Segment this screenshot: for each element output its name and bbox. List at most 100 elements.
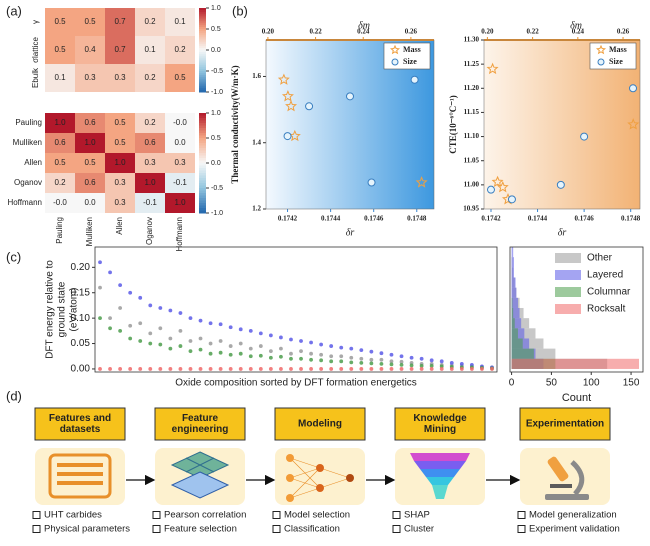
energy-point [399, 354, 404, 359]
energy-point [399, 367, 404, 371]
mass-point [415, 176, 428, 188]
funnel-band [432, 485, 448, 499]
colorbar-segment [199, 56, 206, 59]
energy-point [98, 285, 102, 290]
colorbar-segment [199, 14, 206, 17]
energy-point [138, 339, 143, 343]
y-tick-label: 11.30 [464, 36, 480, 44]
cell-label: 0.5 [114, 118, 126, 127]
legend-patch [555, 270, 581, 280]
step-title-box [274, 407, 366, 441]
bullet [32, 511, 41, 519]
heatmap-cell [105, 193, 135, 213]
heatmap-cell [45, 173, 75, 193]
energy-point [429, 358, 434, 363]
x2-axis-label: δm [570, 20, 582, 31]
energy-point [359, 356, 364, 361]
colorbar-segment [199, 138, 206, 141]
energy-point [349, 346, 354, 351]
heatmap-cell [105, 64, 135, 92]
network-node [286, 474, 294, 482]
energy-point [228, 367, 233, 371]
energy-point [138, 367, 143, 371]
mass-point [496, 181, 509, 193]
energy-point [188, 367, 193, 371]
energy-point [379, 361, 384, 366]
panel-label: (c) [6, 249, 21, 264]
colorbar-segment [199, 85, 206, 89]
cell-label: 0.3 [114, 178, 126, 187]
feature-grid-icon [170, 471, 230, 499]
energy-point [198, 318, 203, 323]
heatmap-cell [135, 133, 165, 153]
colorbar-segment [199, 115, 206, 119]
energy-point [309, 357, 313, 362]
row-label: σlattice [31, 37, 40, 63]
colorbar-segment [199, 37, 206, 40]
energy-point [198, 336, 203, 341]
step-title: Feature [182, 413, 219, 424]
energy-point [409, 363, 414, 368]
x2-tick-label: 0.22 [526, 28, 539, 36]
plot-frame [483, 39, 641, 210]
step-title: Experimentation [526, 419, 604, 430]
energy-point [349, 360, 354, 365]
energy-point [198, 367, 203, 371]
mass-point [491, 175, 504, 188]
energy-point [218, 339, 223, 343]
column-label: Mulliken [85, 217, 94, 246]
energy-point [389, 362, 394, 367]
colorbar-segment [199, 180, 206, 184]
step-title-box [34, 407, 126, 441]
step-title: engineering [172, 424, 229, 435]
energy-point [118, 283, 123, 288]
histogram-bar [511, 358, 640, 369]
heatmap-cell [165, 8, 195, 36]
colorbar-segment [199, 133, 206, 136]
energy-point [128, 336, 133, 341]
colorbar-segment [199, 81, 206, 85]
colorbar-segment [199, 203, 206, 206]
energy-point [329, 354, 334, 359]
network-icon [289, 457, 351, 499]
energy-point [148, 341, 153, 346]
energy-point [108, 326, 112, 331]
colorbar-segment [199, 22, 206, 26]
energy-point [148, 303, 153, 308]
colorbar-segment [199, 113, 206, 116]
energy-point [319, 358, 324, 363]
cell-label: 0.7 [114, 17, 126, 26]
energy-point [299, 349, 303, 354]
panel-label: (a) [6, 3, 22, 18]
histogram-bar [511, 277, 516, 288]
histogram-bar [511, 348, 534, 359]
heatmap-cell [165, 113, 195, 133]
colorbar-segment [199, 175, 206, 179]
bullet [517, 525, 526, 533]
plot-frame [265, 39, 435, 210]
legend-patch [555, 304, 581, 314]
energy-point [369, 367, 374, 371]
step-item: Model selection [284, 510, 350, 521]
step-item: Cluster [404, 524, 434, 535]
colorbar-segment [199, 183, 206, 186]
x-tick-label: 100 [583, 378, 600, 389]
y-tick-label: 11.05 [464, 156, 480, 164]
y-tick-label: 11.10 [464, 132, 480, 140]
colorbar-segment [199, 148, 206, 151]
heatmap-cell [105, 8, 135, 36]
energy-point [369, 349, 374, 354]
panel-label: (d) [6, 388, 22, 403]
histogram-bar [511, 257, 514, 268]
histogram-bar [511, 297, 513, 308]
cell-label: 0.5 [54, 45, 66, 54]
plot-frame [509, 246, 644, 373]
y-tick-label: 0.20 [71, 262, 91, 273]
colorbar-segment [199, 50, 206, 53]
microscope-base [545, 494, 589, 500]
workflow-icons [35, 448, 610, 505]
colorbar-segment [199, 190, 206, 194]
colorbar-segment [199, 71, 206, 74]
size-point [556, 180, 565, 189]
step-item: Classification [284, 524, 340, 535]
